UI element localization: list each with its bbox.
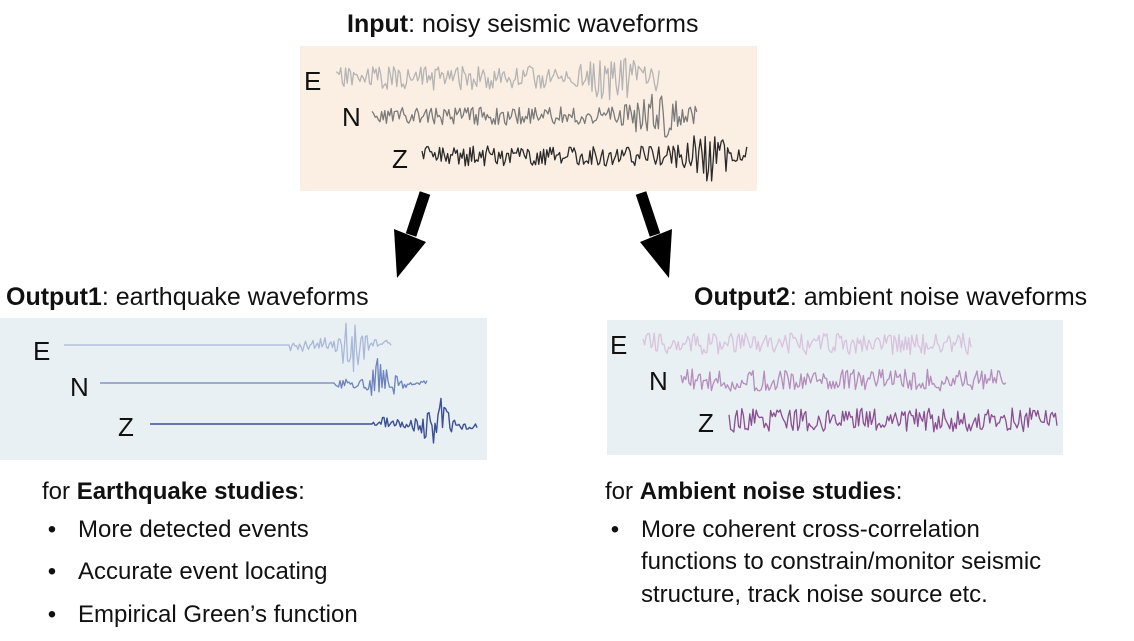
- ambient-noise-studies-heading: for Ambient noise studies:: [605, 480, 1075, 504]
- output1-label-n: N: [70, 372, 89, 402]
- output1-title-bold: Output1: [6, 283, 102, 311]
- output2-label-n: N: [649, 366, 668, 396]
- earthquake-studies-bold: Earthquake studies: [76, 478, 299, 505]
- output2-title-rest: : ambient noise waveforms: [789, 283, 1088, 311]
- output2-waveform-panel: E N Z: [607, 320, 1063, 455]
- output2-traces: [642, 332, 1058, 433]
- input-waveform-panel: E N Z: [300, 46, 757, 191]
- bullet-icon: •: [47, 558, 57, 586]
- n-waveform: [100, 358, 428, 396]
- output2-title: Output2: ambient noise waveforms: [694, 285, 1087, 310]
- input-traces: [335, 57, 748, 182]
- n-waveform: [680, 368, 1007, 392]
- input-label-e: E: [304, 66, 322, 96]
- ambient-noise-studies-prefix: for: [605, 478, 640, 505]
- arrow-to-output1: [394, 191, 431, 278]
- e-waveform: [335, 57, 660, 101]
- earthquake-studies-prefix: for: [42, 478, 77, 505]
- list-item: • Accurate event locating: [42, 556, 482, 588]
- output1-label-e: E: [33, 336, 51, 366]
- earthquake-studies-suffix: :: [298, 478, 305, 505]
- list-item-text: Accurate event locating: [78, 558, 328, 586]
- arrow-to-output2: [635, 191, 672, 278]
- e-waveform: [64, 322, 392, 372]
- output2-label-e: E: [610, 330, 628, 360]
- list-item: • More coherent cross-correlation functio…: [605, 514, 1075, 611]
- input-title-rest: : noisy seismic waveforms: [408, 10, 699, 38]
- input-label-n: N: [342, 102, 361, 132]
- output1-label-z: Z: [118, 412, 134, 442]
- earthquake-studies-list: • More detected events • Accurate event lo…: [42, 514, 482, 631]
- output1-waveform-canvas: [0, 318, 487, 460]
- input-title-bold: Input: [347, 10, 409, 38]
- earthquake-studies: for Earthquake studies: • More detected e…: [42, 480, 482, 641]
- z-waveform: [728, 407, 1058, 433]
- list-item-text: More coherent cross-correlation function…: [641, 516, 1042, 608]
- input-label-z: Z: [392, 144, 408, 174]
- output2-label-z: Z: [698, 408, 714, 438]
- ambient-noise-studies-suffix: :: [895, 478, 903, 505]
- list-item-text: More detected events: [78, 516, 309, 543]
- z-waveform: [150, 397, 478, 444]
- output1-waveform-panel: E N Z: [0, 318, 487, 460]
- list-item: • More detected events: [42, 514, 482, 546]
- n-waveform: [371, 93, 698, 138]
- ambient-noise-studies-list: • More coherent cross-correlation functio…: [605, 514, 1075, 611]
- output1-title-rest: : earthquake waveforms: [101, 283, 369, 311]
- output1-title: Output1: earthquake waveforms: [6, 285, 369, 310]
- output1-panel-background: [0, 318, 487, 460]
- input-title: Input: noisy seismic waveforms: [347, 12, 698, 37]
- ambient-noise-studies-bold: Ambient noise studies: [639, 478, 896, 505]
- ambient-noise-studies: for Ambient noise studies: • More coheren…: [605, 480, 1075, 621]
- earthquake-studies-heading: for Earthquake studies:: [42, 480, 482, 504]
- z-waveform: [421, 135, 748, 182]
- input-waveform-canvas: [300, 46, 757, 191]
- output1-traces: [64, 322, 478, 444]
- output2-waveform-canvas: [607, 320, 1063, 455]
- output2-title-bold: Output2: [694, 283, 790, 311]
- bullet-icon: •: [47, 600, 57, 628]
- bullet-icon: •: [610, 516, 620, 543]
- list-item-text: Empirical Green’s function: [78, 600, 358, 628]
- list-item: • Empirical Green’s function: [42, 599, 482, 631]
- bullet-icon: •: [47, 516, 57, 543]
- e-waveform: [642, 332, 972, 356]
